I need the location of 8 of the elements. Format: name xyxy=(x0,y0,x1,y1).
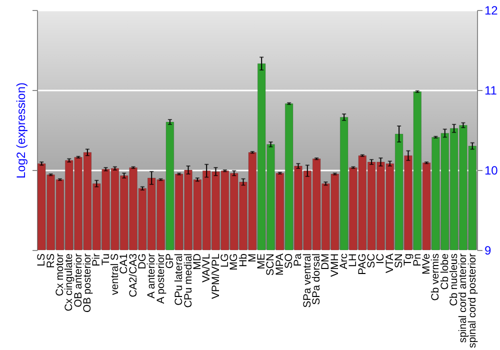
x-tick-label: MVe xyxy=(420,253,433,275)
y-tick-label: 9 xyxy=(484,244,492,258)
x-tick-label: Cb lobe xyxy=(438,253,451,290)
y-axis-title: Log2 (expression) xyxy=(14,82,28,179)
y-tick-label: 10 xyxy=(484,164,498,178)
x-tick-label: Tg xyxy=(402,253,414,266)
y-tick-label: 11 xyxy=(484,84,498,98)
y-tick-label: 12 xyxy=(484,4,498,18)
